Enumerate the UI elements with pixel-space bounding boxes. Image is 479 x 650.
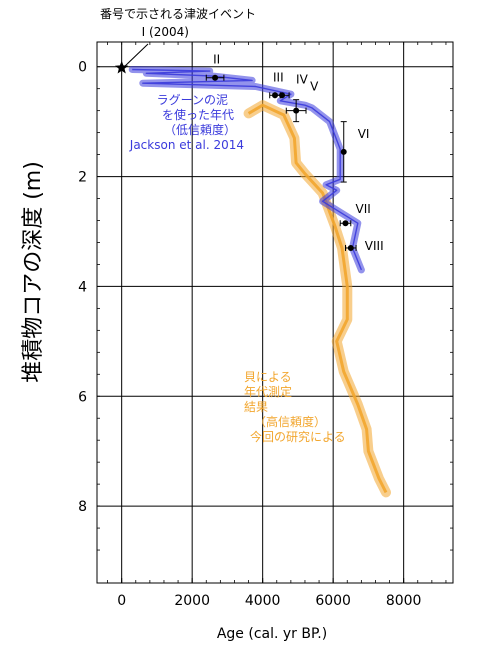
tsunami-header: 番号で示される津波イベント bbox=[100, 7, 256, 21]
event-label: II bbox=[213, 53, 220, 67]
event-point bbox=[212, 74, 219, 81]
plot-area bbox=[96, 41, 454, 584]
x-tick-label: 4000 bbox=[245, 593, 281, 609]
annotation-line: を使った年代 bbox=[162, 107, 234, 122]
event-point bbox=[342, 220, 349, 227]
y-tick-label: 8 bbox=[78, 499, 87, 515]
annotation-line: 年代測定 bbox=[244, 384, 292, 399]
event-label: IV bbox=[296, 72, 309, 86]
annotation-line: 貝による bbox=[244, 370, 292, 384]
event-label: VI bbox=[358, 127, 370, 141]
annotation-line: （高信頼度） bbox=[254, 414, 326, 429]
x-tick-label: 2000 bbox=[174, 593, 210, 609]
y-tick-label: 0 bbox=[78, 60, 87, 76]
x-tick-label: 8000 bbox=[386, 593, 422, 609]
grid-lines bbox=[97, 42, 453, 583]
x-tick-label: 6000 bbox=[315, 593, 351, 609]
event-label: I (2004) bbox=[142, 25, 189, 39]
x-tick-label: 0 bbox=[117, 593, 126, 609]
series-line-0 bbox=[132, 68, 363, 271]
event-point bbox=[293, 107, 300, 114]
event-label: VIII bbox=[365, 239, 384, 253]
annotation-line: Jackson et al. 2014 bbox=[129, 138, 244, 152]
annotation-line: ラグーンの泥 bbox=[157, 93, 228, 107]
x-axis-label: Age (cal. yr BP.) bbox=[217, 626, 327, 642]
annotation-line: 結果 bbox=[244, 400, 268, 414]
event-label: III bbox=[273, 70, 284, 84]
annotation-line: （低信頼度） bbox=[164, 122, 236, 137]
y-tick-label: 6 bbox=[78, 389, 87, 405]
series-bands bbox=[128, 66, 391, 498]
axis-ticks: 0 2000 4000 6000 8000 0 2 4 6 8 bbox=[78, 42, 453, 609]
event-point bbox=[340, 148, 347, 155]
annotation-line: 今回の研究による bbox=[250, 429, 346, 444]
event-label: VII bbox=[355, 202, 370, 216]
y-axis-label: 堆積物コアの深度 (m) bbox=[21, 161, 46, 383]
event-label: V bbox=[310, 80, 319, 94]
event-star-marker bbox=[115, 60, 129, 74]
event-point bbox=[279, 92, 286, 99]
y-tick-label: 2 bbox=[78, 170, 87, 186]
event-point bbox=[347, 244, 354, 251]
series-line-1 bbox=[247, 103, 388, 494]
tsunami-header-pointer bbox=[123, 43, 149, 68]
y-tick-label: 4 bbox=[78, 279, 87, 295]
